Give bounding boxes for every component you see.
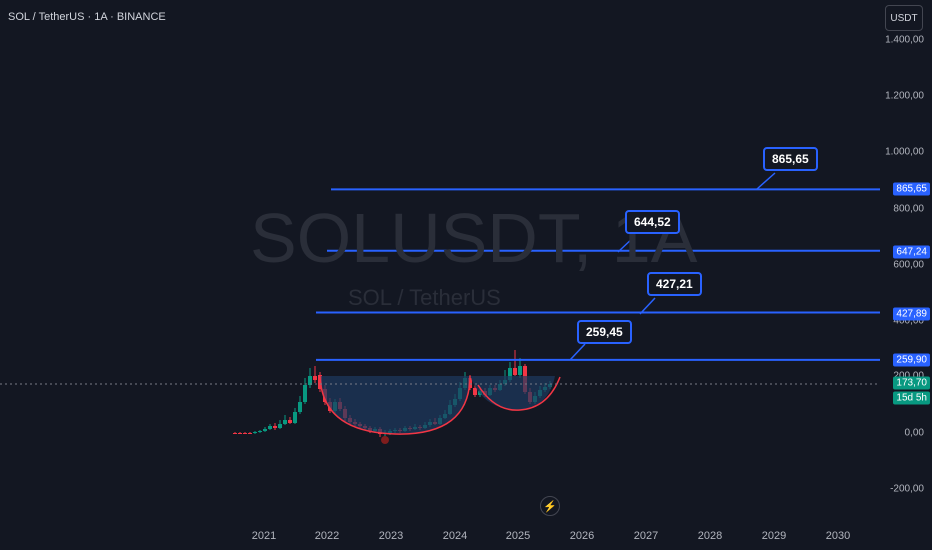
time-axis-label: 2026 xyxy=(569,530,595,542)
candle-body xyxy=(273,426,277,428)
time-axis-label: 2022 xyxy=(314,530,340,542)
time-axis-label: 2024 xyxy=(442,530,468,542)
price-axis-label: -200,00 xyxy=(890,483,924,495)
price-axis-label: 400,00 xyxy=(893,315,924,327)
callout-427[interactable]: 427,21 xyxy=(647,272,702,296)
candle-body xyxy=(303,385,307,402)
countdown-tag: 15d 5h xyxy=(893,391,930,405)
candle-body xyxy=(268,426,272,429)
price-tag-647: 647,24 xyxy=(893,245,930,259)
price-axis-label: 1.400,00 xyxy=(885,34,924,46)
handle-fill xyxy=(470,376,555,410)
price-axis-label: 1.000,00 xyxy=(885,146,924,158)
candle-body xyxy=(513,368,517,375)
time-axis-label: 2021 xyxy=(251,530,277,542)
candle-body xyxy=(278,424,282,428)
candle-body xyxy=(248,433,252,434)
symbol-title[interactable]: SOL / TetherUS · 1A · BINANCE xyxy=(8,11,166,23)
candle-body xyxy=(298,402,302,412)
candle-body xyxy=(313,376,317,380)
candle-body xyxy=(258,431,262,432)
horizontal-levels xyxy=(0,172,880,385)
price-axis-label: 0,00 xyxy=(904,427,924,439)
time-axis-label: 2025 xyxy=(505,530,531,542)
candle-body xyxy=(308,376,312,385)
time-axis-label: 2029 xyxy=(761,530,787,542)
time-axis-label: 2023 xyxy=(378,530,404,542)
cup-fill xyxy=(320,376,470,435)
callout-pointer xyxy=(569,343,586,361)
handle-curve xyxy=(477,376,561,411)
candle-body xyxy=(518,366,522,375)
candle-body xyxy=(243,433,247,434)
low-marker xyxy=(381,436,389,444)
price-axis-label: 600,00 xyxy=(893,259,924,271)
candle-body xyxy=(293,412,297,423)
time-axis-label: 2027 xyxy=(633,530,659,542)
candle-body xyxy=(253,432,257,433)
lightning-icon[interactable]: ⚡ xyxy=(540,496,560,516)
callout-259[interactable]: 259,45 xyxy=(577,320,632,344)
cup-and-handle-pattern xyxy=(319,375,561,435)
last-price-tag: 173,70 xyxy=(893,376,930,390)
candle-body xyxy=(233,433,237,434)
currency-button[interactable]: USDT xyxy=(885,5,923,31)
price-axis-label: 800,00 xyxy=(893,203,924,215)
time-axis-label: 2030 xyxy=(825,530,851,542)
cup-curve xyxy=(319,375,471,435)
candle-body xyxy=(238,433,242,434)
callout-644[interactable]: 644,52 xyxy=(625,210,680,234)
price-axis-label: 200,00 xyxy=(893,371,924,382)
price-axis-label: 1.200,00 xyxy=(885,90,924,102)
callout-865[interactable]: 865,65 xyxy=(763,147,818,171)
callout-pointer xyxy=(639,297,656,315)
price-tag-259: 259,90 xyxy=(893,353,930,367)
candle-body xyxy=(283,420,287,424)
time-axis-label: 2028 xyxy=(697,530,723,542)
candle-body xyxy=(263,429,267,431)
candle-body xyxy=(508,368,512,380)
candle-body xyxy=(473,388,477,395)
candle-body xyxy=(288,420,292,423)
callout-pointer xyxy=(617,235,636,253)
callout-pointer xyxy=(756,172,776,190)
price-tag-427: 427,89 xyxy=(893,307,930,321)
price-tag-865: 865,65 xyxy=(893,182,930,196)
